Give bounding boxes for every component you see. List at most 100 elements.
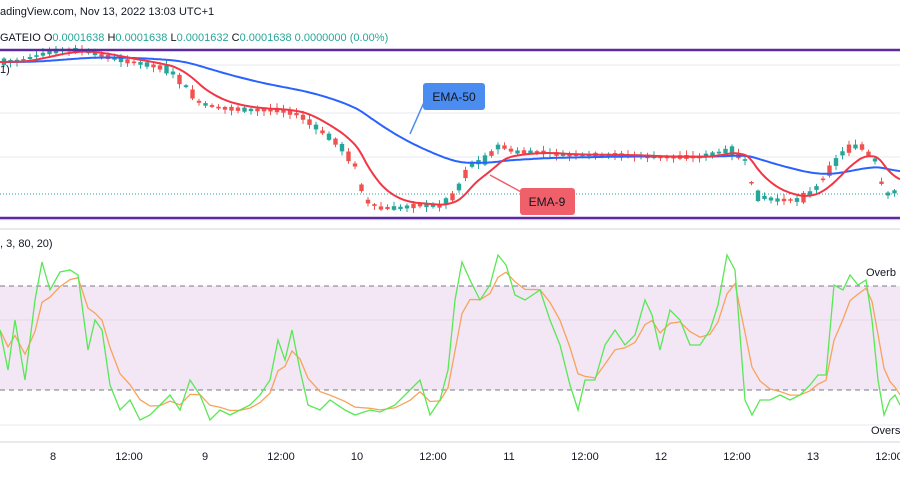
candle (287, 110, 293, 115)
ema-50-label: EMA-50 (432, 90, 476, 104)
candle (417, 203, 423, 207)
candle (463, 169, 468, 179)
candle (762, 195, 767, 199)
candle (125, 59, 130, 64)
stoch-k-line (0, 253, 900, 422)
change-value: 0.0000000 (0.00%) (294, 32, 389, 44)
candle (710, 152, 715, 156)
x-tick-label: 12:00 (267, 451, 295, 463)
candle (515, 150, 520, 154)
open-value: 0.0001638 (52, 32, 105, 44)
candle (261, 108, 267, 112)
candle (190, 89, 195, 99)
candle (118, 58, 124, 63)
candle (40, 52, 46, 56)
candle (879, 181, 884, 184)
candle (404, 205, 410, 209)
x-axis-ticks: 8 12:00 9 12:00 10 12:00 11 12:00 12 12:00 13 12:00 (50, 451, 900, 463)
candle (196, 100, 202, 103)
candle (131, 61, 137, 64)
candle (443, 198, 449, 205)
x-tick-label: 11 (503, 451, 514, 463)
x-tick-label: 10 (351, 451, 363, 463)
symbol-label: GATEIO (0, 32, 41, 44)
source-line: adingView.com, Nov 13, 2022 13:03 UTC+1 (0, 6, 215, 18)
candle (534, 151, 540, 153)
candle (495, 144, 501, 150)
candle (469, 161, 475, 167)
candle (307, 119, 312, 125)
candle (229, 106, 234, 111)
candle (833, 158, 839, 166)
candle (508, 148, 514, 152)
candle (164, 64, 169, 74)
candle (346, 151, 351, 162)
candle (788, 199, 793, 201)
main-pane-tag: 1) (0, 64, 10, 76)
candle (300, 114, 306, 120)
candle (333, 138, 338, 145)
candle (820, 178, 826, 181)
x-tick-label: 12:00 (875, 451, 900, 463)
x-tick-label: 12:00 (571, 451, 599, 463)
candle (313, 124, 319, 130)
candle (781, 198, 787, 202)
candle (456, 183, 462, 191)
low-value: 0.0001632 (176, 32, 229, 44)
candle (768, 197, 774, 201)
candle (385, 206, 390, 210)
candle (411, 203, 416, 209)
candle (567, 153, 572, 157)
candle (151, 64, 156, 68)
oversold-label: Overs (871, 425, 900, 437)
candle (872, 158, 878, 162)
candle (846, 144, 852, 153)
ema-9-line (0, 50, 900, 206)
candle (729, 146, 735, 157)
ema-50-annotation[interactable]: EMA-50 (409, 83, 485, 135)
ema-9-label: EMA-9 (529, 195, 566, 209)
close-value: 0.0001638 (239, 32, 292, 44)
candle (27, 57, 33, 59)
candle (827, 165, 832, 176)
x-tick-label: 8 (50, 451, 56, 463)
candle (560, 153, 566, 156)
x-tick-label: 12 (655, 451, 667, 463)
candle (112, 57, 117, 60)
main-grid (0, 64, 900, 221)
candle (502, 145, 507, 149)
x-tick-label: 12:00 (723, 451, 751, 463)
candle (242, 107, 247, 112)
candle (755, 190, 761, 201)
ohlc-legend[interactable]: GATEIO O0.0001638 H0.0001638 L0.0001632 … (0, 32, 388, 44)
x-tick-label: 13 (807, 451, 819, 463)
candle (99, 54, 104, 57)
candle (866, 151, 871, 156)
candle (749, 181, 754, 184)
candle (320, 130, 325, 134)
candle (47, 51, 52, 55)
candle (378, 206, 384, 210)
candle (794, 198, 800, 202)
candle (235, 107, 241, 111)
candle (359, 184, 364, 192)
candle (892, 190, 897, 194)
candle (885, 192, 891, 196)
candle (814, 186, 819, 190)
candle (326, 133, 332, 140)
stoch-legend[interactable]: , 3, 80, 20) (0, 238, 53, 250)
open-label: O (43, 32, 53, 44)
ema-50-line (0, 56, 900, 175)
ema-50-pointer (409, 99, 426, 135)
close-label: C (231, 32, 240, 44)
stoch-d-line (0, 271, 900, 412)
candle (391, 206, 397, 210)
candle (424, 203, 429, 208)
candle (521, 150, 527, 154)
candle (248, 108, 254, 112)
ema-9-label-box (520, 188, 575, 215)
candle (177, 74, 182, 85)
ema-9-annotation[interactable]: EMA-9 (489, 174, 575, 215)
candle (801, 192, 806, 203)
